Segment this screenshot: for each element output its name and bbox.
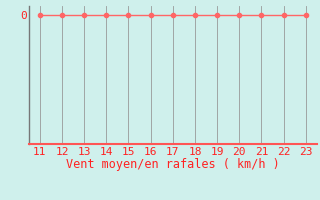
- X-axis label: Vent moyen/en rafales ( km/h ): Vent moyen/en rafales ( km/h ): [66, 158, 280, 171]
